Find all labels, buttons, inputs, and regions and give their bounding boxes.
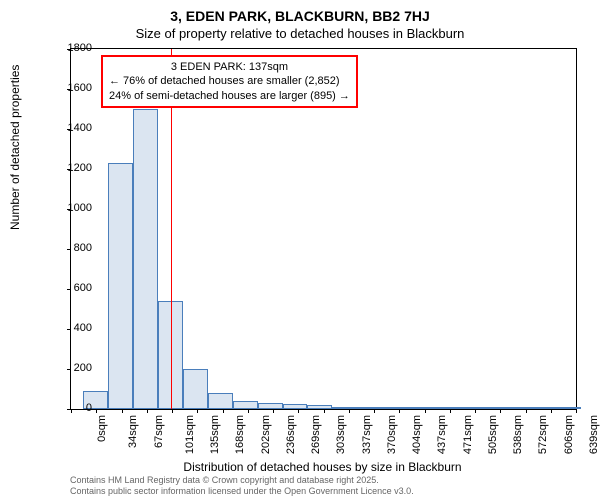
histogram-bar (283, 404, 308, 409)
x-tick-mark (475, 409, 476, 413)
x-tick-label: 337sqm (361, 415, 373, 454)
x-tick-mark (399, 409, 400, 413)
x-tick-label: 404sqm (411, 415, 423, 454)
x-tick-label: 202sqm (260, 415, 272, 454)
x-tick-label: 67sqm (153, 415, 165, 448)
histogram-bar (457, 407, 482, 409)
histogram-bar (506, 407, 531, 409)
x-tick-label: 135sqm (209, 415, 221, 454)
x-tick-label: 168sqm (234, 415, 246, 454)
x-tick-label: 538sqm (512, 415, 524, 454)
x-tick-mark (425, 409, 426, 413)
x-tick-mark (147, 409, 148, 413)
x-tick-mark (450, 409, 451, 413)
y-tick-label: 400 (52, 322, 92, 334)
x-tick-mark (324, 409, 325, 413)
x-tick-mark (298, 409, 299, 413)
histogram-bar (531, 407, 556, 409)
annotation-box: 3 EDEN PARK: 137sqm ← 76% of detached ho… (101, 55, 358, 108)
x-tick-mark (576, 409, 577, 413)
x-tick-mark (223, 409, 224, 413)
y-tick-label: 1000 (52, 202, 92, 214)
x-tick-label: 471sqm (462, 415, 474, 454)
x-tick-mark (96, 409, 97, 413)
x-tick-mark (526, 409, 527, 413)
plot-area: 0sqm34sqm67sqm101sqm135sqm168sqm202sqm23… (70, 48, 577, 410)
chart-container: 3, EDEN PARK, BLACKBURN, BB2 7HJ Size of… (0, 0, 600, 500)
x-tick-label: 101sqm (184, 415, 196, 454)
y-tick-label: 1600 (52, 82, 92, 94)
annotation-line2: ← 76% of detached houses are smaller (2,… (109, 74, 350, 88)
y-tick-label: 1800 (52, 42, 92, 54)
chart-footer: Contains HM Land Registry data © Crown c… (70, 475, 414, 497)
histogram-bar (108, 163, 133, 409)
x-tick-mark (374, 409, 375, 413)
y-tick-label: 800 (52, 242, 92, 254)
footer-line1: Contains HM Land Registry data © Crown c… (70, 475, 414, 486)
chart-title-main: 3, EDEN PARK, BLACKBURN, BB2 7HJ (0, 8, 600, 24)
chart-title-sub: Size of property relative to detached ho… (0, 26, 600, 41)
y-tick-label: 1200 (52, 162, 92, 174)
x-tick-mark (273, 409, 274, 413)
x-tick-label: 572sqm (537, 415, 549, 454)
histogram-bar (233, 401, 258, 409)
histogram-bar (357, 407, 382, 409)
x-tick-mark (500, 409, 501, 413)
x-tick-label: 639sqm (588, 415, 600, 454)
histogram-bar (183, 369, 208, 409)
x-tick-mark (172, 409, 173, 413)
footer-line2: Contains public sector information licen… (70, 486, 414, 497)
y-tick-label: 0 (52, 402, 92, 414)
annotation-line1: 3 EDEN PARK: 137sqm (109, 60, 350, 74)
x-tick-label: 303sqm (335, 415, 347, 454)
x-tick-label: 236sqm (285, 415, 297, 454)
y-tick-label: 1400 (52, 122, 92, 134)
x-tick-label: 606sqm (563, 415, 575, 454)
x-tick-mark (122, 409, 123, 413)
x-tick-mark (197, 409, 198, 413)
histogram-bar (556, 407, 581, 409)
y-tick-label: 200 (52, 362, 92, 374)
histogram-bar (482, 407, 507, 409)
x-axis-label: Distribution of detached houses by size … (70, 460, 575, 474)
x-tick-mark (551, 409, 552, 413)
x-tick-label: 437sqm (436, 415, 448, 454)
y-axis-label: Number of detached properties (8, 65, 22, 230)
x-tick-label: 269sqm (310, 415, 322, 454)
x-tick-label: 370sqm (386, 415, 398, 454)
x-tick-label: 0sqm (96, 415, 108, 442)
histogram-bar (258, 403, 283, 409)
histogram-bar (307, 405, 332, 409)
histogram-bar (432, 407, 457, 409)
x-tick-mark (349, 409, 350, 413)
x-tick-label: 34sqm (127, 415, 139, 448)
histogram-bar (208, 393, 233, 409)
histogram-bar (407, 407, 432, 409)
histogram-bar (332, 407, 357, 409)
y-tick-label: 600 (52, 282, 92, 294)
annotation-line3: 24% of semi-detached houses are larger (… (109, 89, 350, 103)
histogram-bar (133, 109, 158, 409)
x-tick-label: 505sqm (487, 415, 499, 454)
x-tick-mark (248, 409, 249, 413)
histogram-bar (382, 407, 407, 409)
